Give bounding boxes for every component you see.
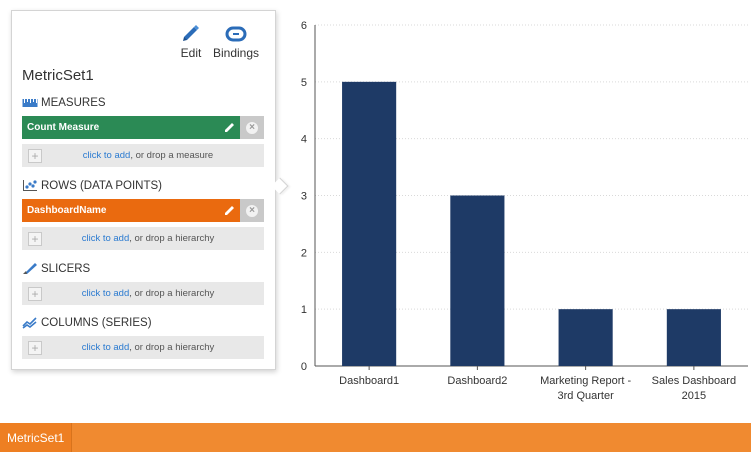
x-tick-label-line: 2015	[682, 390, 706, 402]
row-field-pill[interactable]: DashboardName ×	[22, 199, 264, 222]
measures-heading: MEASURES	[41, 96, 106, 109]
rows-drop-hint: , or drop a hierarchy	[129, 233, 215, 244]
remove-measure-close-icon[interactable]: ×	[240, 116, 264, 139]
rows-drop-zone[interactable]: + click to add, or drop a hierarchy	[22, 227, 264, 250]
measure-field-pill[interactable]: Count Measure ×	[22, 116, 264, 139]
bar	[558, 309, 613, 366]
add-measure-plus-icon[interactable]: +	[28, 148, 42, 163]
columns-drop-zone[interactable]: + click to add, or drop a hierarchy	[22, 336, 264, 359]
y-tick-label: 4	[301, 134, 307, 146]
chart-bars	[342, 81, 721, 366]
x-tick-label: Sales Dashboard 2015	[652, 375, 736, 402]
x-axis-tick-labels: Dashboard1 Dashboard2 Marketing Report - 3r…	[339, 375, 736, 402]
y-axis-tick-labels: 0 1 2 3 4 5 6	[301, 20, 307, 373]
measures-section-header: MEASURES	[22, 96, 106, 109]
ruler-icon	[22, 99, 38, 107]
bindings-label: Bindings	[213, 46, 260, 60]
columns-heading: COLUMNS (SERIES)	[41, 316, 152, 329]
y-tick-label: 5	[301, 77, 307, 89]
link-icon	[225, 26, 247, 42]
x-tick-label: Dashboard1	[339, 375, 399, 387]
slicers-heading: SLICERS	[41, 262, 91, 275]
x-tick-label-line: Dashboard2	[447, 375, 507, 387]
bindings-button[interactable]: Bindings	[213, 24, 259, 60]
x-tick-label-line: Marketing Report -	[540, 375, 631, 387]
y-tick-label: 0	[301, 361, 307, 373]
pencil-icon	[183, 25, 199, 41]
add-row-plus-icon[interactable]: +	[28, 231, 42, 246]
metric-set-title: MetricSet1	[22, 67, 94, 84]
rows-click-to-add-link[interactable]: click to add	[81, 233, 130, 244]
rows-section-header: ROWS (DATA POINTS)	[22, 179, 162, 192]
slicers-drop-zone[interactable]: + click to add, or drop a hierarchy	[22, 282, 264, 305]
measures-click-to-add-link[interactable]: click to add	[82, 150, 131, 161]
metric-set-panel: Edit Bindings MetricSet1 MEASURES Count …	[11, 10, 276, 370]
y-tick-label: 1	[301, 304, 307, 316]
tab-metricset1[interactable]: MetricSet1	[0, 423, 73, 452]
columns-click-to-add-link[interactable]: click to add	[81, 342, 130, 353]
add-slicer-plus-icon[interactable]: +	[28, 286, 42, 301]
slicers-section-header: SLICERS	[22, 262, 90, 275]
x-tick-label-line: 3rd Quarter	[558, 390, 615, 402]
slicers-click-to-add-link[interactable]: click to add	[81, 288, 130, 299]
measures-drop-zone[interactable]: + click to add, or drop a measure	[22, 144, 264, 167]
add-column-plus-icon[interactable]: +	[28, 340, 42, 355]
edit-button[interactable]: Edit	[180, 24, 202, 60]
edit-measure-pencil-icon[interactable]	[218, 116, 240, 139]
bar	[450, 195, 505, 366]
scatter-points-icon	[23, 180, 37, 191]
edit-label: Edit	[180, 46, 202, 60]
measure-field-name: Count Measure	[27, 122, 100, 133]
bar	[342, 81, 397, 366]
measures-drop-hint: , or drop a measure	[130, 150, 214, 161]
y-tick-label: 6	[301, 20, 307, 32]
edit-row-pencil-icon[interactable]	[218, 199, 240, 222]
x-tick-label: Marketing Report - 3rd Quarter	[540, 375, 631, 402]
x-tick-label-line: Sales Dashboard	[652, 375, 736, 387]
columns-drop-hint: , or drop a hierarchy	[129, 342, 215, 353]
y-tick-label: 3	[301, 191, 307, 203]
x-tick-label-line: Dashboard1	[339, 375, 399, 387]
bar	[666, 309, 721, 366]
columns-section-header: COLUMNS (SERIES)	[22, 316, 152, 329]
remove-row-close-icon[interactable]: ×	[240, 199, 264, 222]
x-tick-label: Dashboard2	[447, 375, 507, 387]
slicers-drop-hint: , or drop a hierarchy	[129, 288, 215, 299]
line-series-icon	[22, 317, 37, 329]
bottom-tab-bar: MetricSet1	[0, 423, 751, 452]
y-tick-label: 2	[301, 247, 307, 259]
rows-heading: ROWS (DATA POINTS)	[41, 179, 162, 192]
bar-chart: 0 1 2 3 4 5 6 Dashboard1 Dashboard2 Marketing Re…	[301, 20, 748, 402]
row-field-name: DashboardName	[27, 205, 107, 216]
slicer-knife-icon	[23, 263, 37, 274]
